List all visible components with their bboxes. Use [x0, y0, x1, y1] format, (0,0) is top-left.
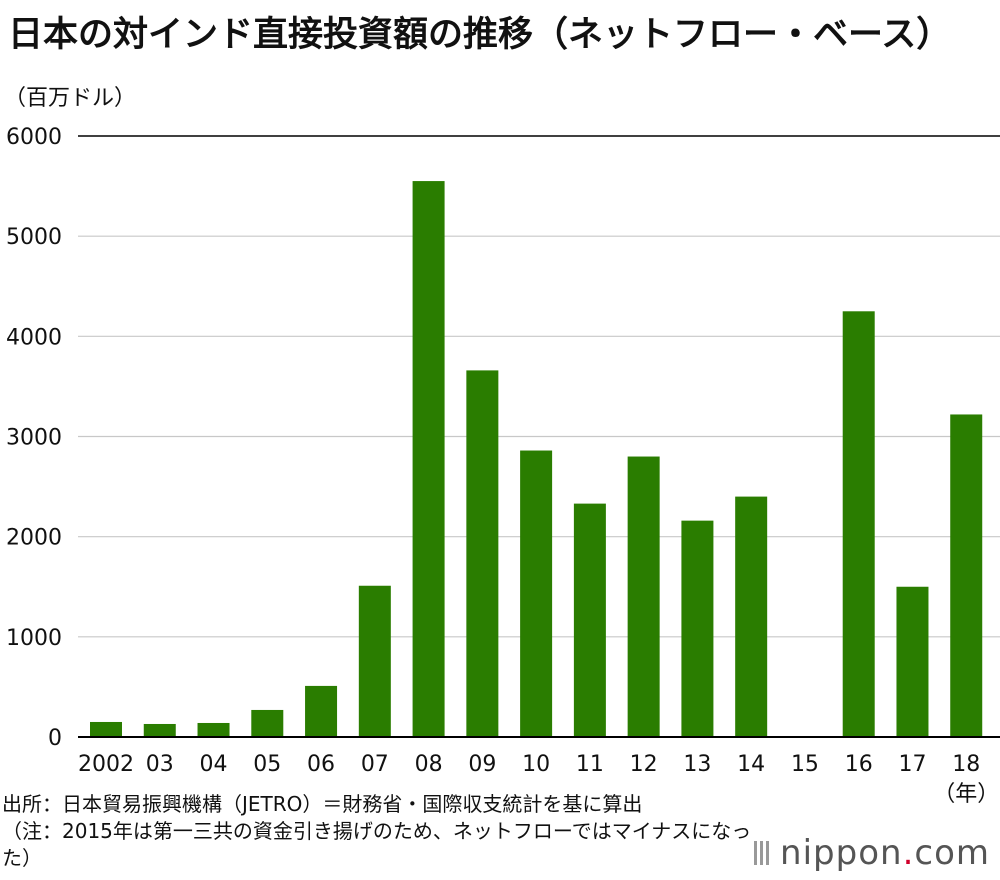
x-tick-label: 11	[576, 752, 604, 777]
x-tick-label: 07	[361, 752, 389, 777]
y-tick-label: 2000	[6, 526, 62, 551]
bar-16	[842, 311, 875, 737]
x-tick-label: 08	[415, 752, 443, 777]
bar-06	[305, 685, 338, 737]
footnote: （注：2015年は第一三共の資金引き揚げのため、ネットフローではマイナスになった…	[2, 819, 752, 870]
bar-11	[573, 503, 606, 737]
x-tick-label: 17	[898, 752, 926, 777]
logo-text: nippon	[780, 832, 903, 873]
x-tick-label: 13	[683, 752, 711, 777]
bar-10	[520, 450, 553, 737]
y-tick-label: 3000	[6, 426, 62, 451]
bar-18	[950, 414, 983, 737]
x-tick-label: 03	[146, 752, 174, 777]
bar-09	[466, 370, 499, 737]
x-tick-label: 06	[307, 752, 335, 777]
x-tick-label: 10	[522, 752, 550, 777]
y-tick-label: 6000	[6, 125, 62, 150]
x-tick-label: 18	[952, 752, 980, 777]
x-tick-label: 04	[200, 752, 228, 777]
bar-05	[251, 709, 284, 737]
y-unit-label: （百万ドル）	[4, 86, 137, 111]
x-tick-label: 14	[737, 752, 765, 777]
logo-suffix: com	[914, 832, 990, 873]
x-tick-label: 2002	[78, 752, 134, 777]
bar-04	[197, 722, 230, 737]
y-tick-label: 1000	[6, 626, 62, 651]
x-tick-label: 15	[791, 752, 819, 777]
bar-13	[681, 520, 714, 737]
x-tick-label: 16	[845, 752, 873, 777]
bar-14	[735, 496, 768, 737]
logo-bars-icon	[754, 834, 772, 874]
chart-title: 日本の対インド直接投資額の推移（ネットフロー・ベース）	[8, 15, 952, 55]
x-tick-label: 09	[468, 752, 496, 777]
bar-17	[896, 586, 929, 737]
nippon-logo: nippon.com	[754, 833, 990, 875]
y-tick-label: 0	[48, 726, 62, 751]
bar-03	[143, 723, 176, 737]
x-tick-label: 12	[630, 752, 658, 777]
bar-2002	[90, 721, 122, 737]
bar-07	[358, 585, 391, 737]
source-note: 出所：日本貿易振興機構（JETRO）＝財務省・国際収支統計を基に算出	[2, 792, 643, 816]
bar-08	[412, 181, 445, 737]
x-tick-label: 05	[253, 752, 281, 777]
y-tick-label: 5000	[6, 225, 62, 250]
bar-12	[627, 456, 660, 737]
logo-dot: .	[902, 832, 915, 873]
y-tick-label: 4000	[6, 325, 62, 350]
x-unit-label: （年）	[933, 782, 999, 807]
